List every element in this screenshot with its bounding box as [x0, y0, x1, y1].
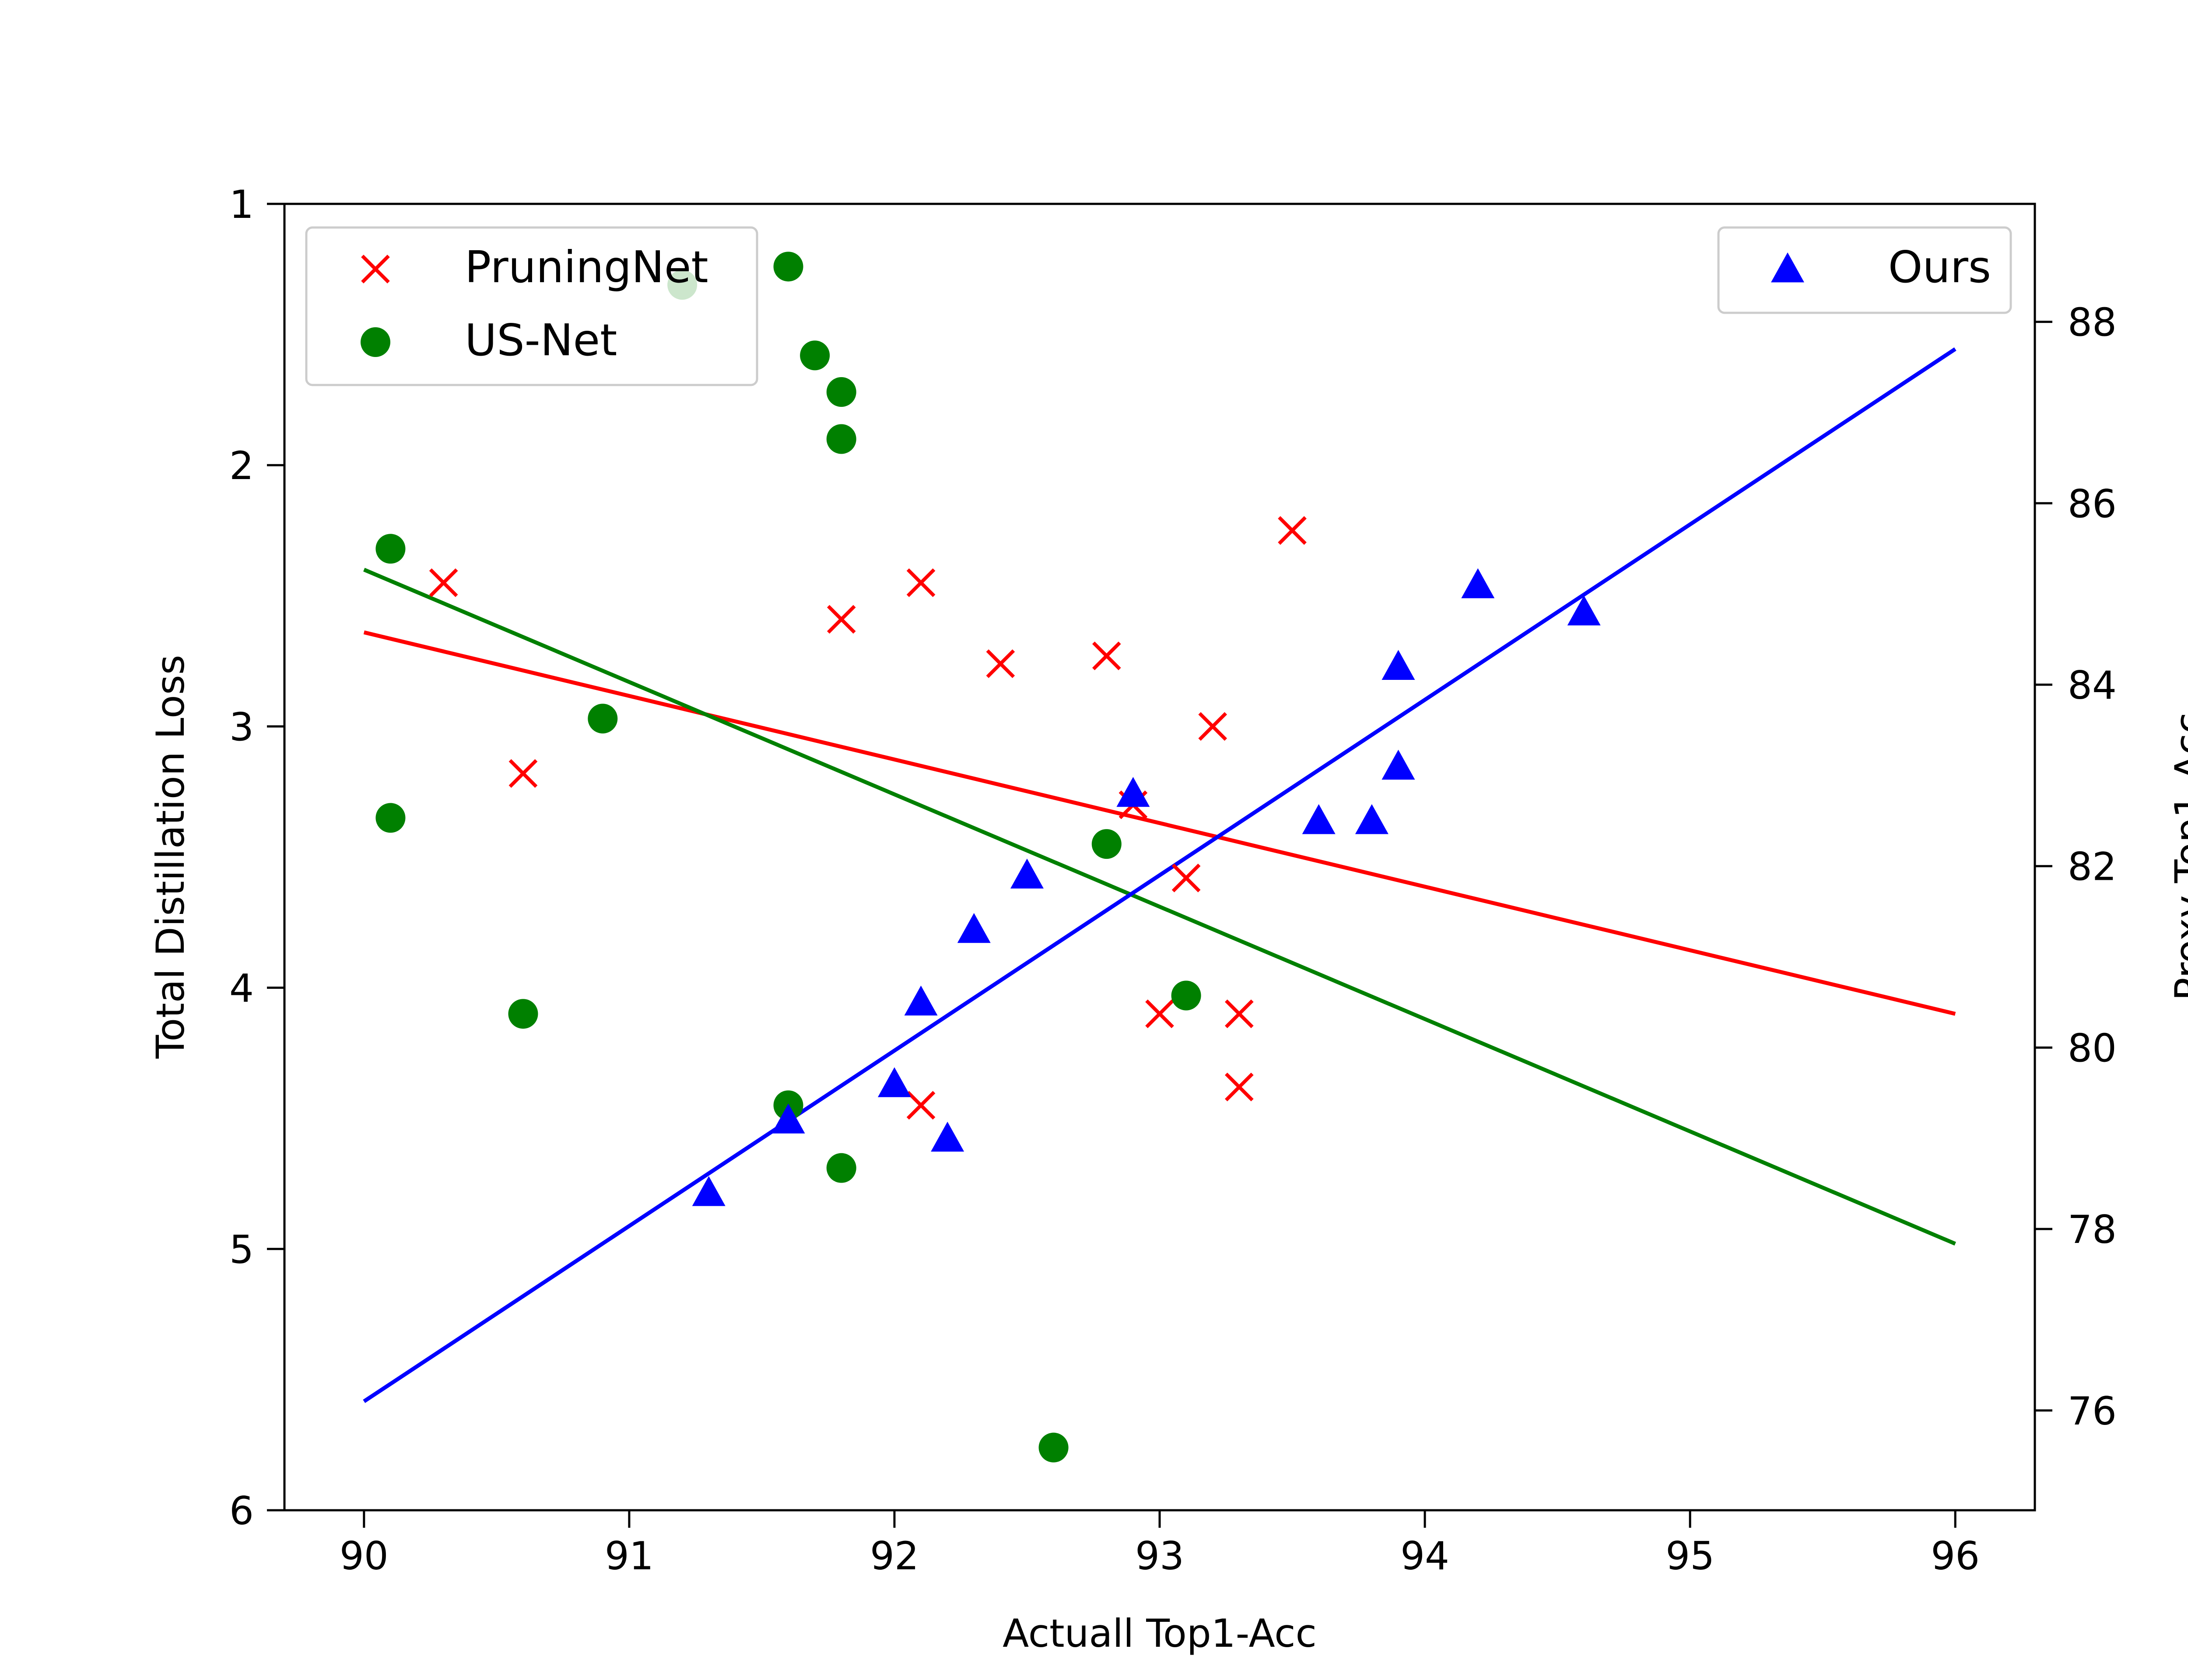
data-point-pruningnet	[1145, 999, 1174, 1029]
data-point-pruningnet	[1171, 863, 1201, 892]
data-point-pruningnet	[986, 649, 1015, 678]
data-point-us-net	[375, 534, 406, 564]
marker-stroke	[827, 605, 856, 634]
right-y-tick-label: 84	[2068, 663, 2117, 708]
right-y-tick-label: 76	[2068, 1389, 2117, 1434]
marker-stroke	[1224, 999, 1254, 1029]
data-point-pruningnet	[906, 1091, 936, 1120]
marker-stroke	[1278, 516, 1307, 545]
x-tick-label: 91	[605, 1533, 654, 1578]
data-point-us-net	[773, 252, 803, 282]
data-point-us-net	[826, 1153, 856, 1183]
left-y-tick-label: 6	[229, 1488, 254, 1533]
right-y-tick-label: 88	[2068, 300, 2117, 345]
data-point-pruningnet	[1224, 1072, 1254, 1102]
legend-left-markers	[361, 255, 390, 357]
right-y-tick-label: 80	[2068, 1026, 2117, 1071]
left-y-tick-label: 1	[229, 182, 254, 227]
marker-stroke	[986, 649, 1015, 678]
x-tick-label: 95	[1666, 1533, 1715, 1578]
right-y-tick-label: 78	[2068, 1207, 2117, 1252]
data-point-ours	[1382, 749, 1415, 780]
data-point-ours	[692, 1176, 726, 1206]
right-y-tick-label: 86	[2068, 481, 2117, 526]
data-point-ours	[1116, 777, 1150, 807]
marker-stroke	[1224, 1072, 1254, 1102]
x-tick-label: 92	[870, 1533, 919, 1578]
legend-label-pruningnet: PruningNet	[465, 242, 708, 293]
left-y-tick-label: 5	[229, 1227, 254, 1272]
fit-line-pruningnet	[363, 630, 1956, 1016]
x-axis: 90 91 92 93 94 95 96	[340, 1510, 1980, 1578]
data-point-pruningnet	[429, 568, 458, 597]
legend-left: PruningNet US-Net	[305, 226, 758, 386]
data-point-us-net	[1038, 1432, 1069, 1463]
legend-right-box	[1717, 226, 2012, 314]
marker-stroke	[1171, 863, 1201, 892]
data-point-ours	[1302, 804, 1336, 834]
x-tick-label: 94	[1400, 1533, 1449, 1578]
fit-lines	[363, 347, 1957, 1403]
data-point-us-net	[826, 377, 856, 407]
data-point-us-net	[1171, 980, 1201, 1011]
x-tick-label: 90	[340, 1533, 389, 1578]
left-y-tick-label: 4	[229, 966, 254, 1011]
data-point-ours	[771, 1103, 805, 1134]
data-point-ours	[1567, 595, 1601, 626]
marker-stroke	[906, 1091, 936, 1120]
data-point-us-net	[800, 340, 830, 371]
data-point-ours	[1355, 804, 1389, 834]
data-point-us-net	[588, 704, 618, 734]
left-y-axis-label: Total Distillation Loss	[148, 655, 193, 1059]
data-point-pruningnet	[1198, 712, 1227, 741]
data-point-ours	[1010, 858, 1044, 889]
data-point-ours	[877, 1067, 911, 1097]
legend-marker-ours	[1771, 252, 1804, 283]
marker-stroke	[508, 759, 538, 788]
legend-marker-pruningnet	[361, 255, 390, 284]
data-point-us-net	[508, 999, 538, 1029]
legend-right-markers	[1771, 252, 1804, 283]
data-point-ours	[1382, 650, 1415, 680]
data-point-ours	[1461, 568, 1495, 598]
marker-stroke	[429, 568, 458, 597]
right-y-axis-label: Proxy Top1-Acc	[2167, 713, 2188, 1001]
data-point-us-net	[1091, 829, 1122, 859]
data-point-pruningnet	[827, 605, 856, 634]
data-point-us-net	[375, 803, 406, 833]
left-y-axis: 1 2 3 4 5 6	[229, 182, 284, 1533]
legend-right: Ours	[1717, 226, 2012, 314]
data-point-pruningnet	[906, 568, 936, 597]
data-point-pruningnet	[1224, 999, 1254, 1029]
x-axis-label: Actuall Top1-Acc	[1003, 1611, 1317, 1656]
marker-stroke	[1145, 999, 1174, 1029]
legend-label-ours: Ours	[1888, 242, 1991, 293]
x-tick-label: 96	[1931, 1533, 1980, 1578]
fit-line-us-net	[363, 567, 1956, 1246]
x-tick-label: 93	[1135, 1533, 1184, 1578]
left-y-tick-label: 2	[229, 443, 254, 488]
data-point-ours	[931, 1121, 964, 1152]
fit-line-ours	[363, 347, 1957, 1403]
data-markers	[375, 252, 1601, 1463]
marker-stroke	[361, 255, 390, 284]
data-point-pruningnet	[508, 759, 538, 788]
marker-stroke	[1198, 712, 1227, 741]
data-point-ours	[904, 985, 938, 1016]
data-point-ours	[957, 913, 991, 943]
data-point-pruningnet	[1092, 641, 1121, 670]
legend-left-box	[305, 226, 758, 386]
right-y-tick-label: 82	[2068, 844, 2117, 889]
left-y-tick-label: 3	[229, 704, 254, 749]
data-point-pruningnet	[1278, 516, 1307, 545]
marker-stroke	[1092, 641, 1121, 670]
right-y-axis: 76 78 80 82 84 86 88	[2035, 300, 2117, 1434]
marker-stroke	[906, 568, 936, 597]
legend-label-us-net: US-Net	[465, 315, 617, 366]
legend-marker-us-net	[361, 327, 390, 357]
data-point-us-net	[826, 424, 856, 454]
